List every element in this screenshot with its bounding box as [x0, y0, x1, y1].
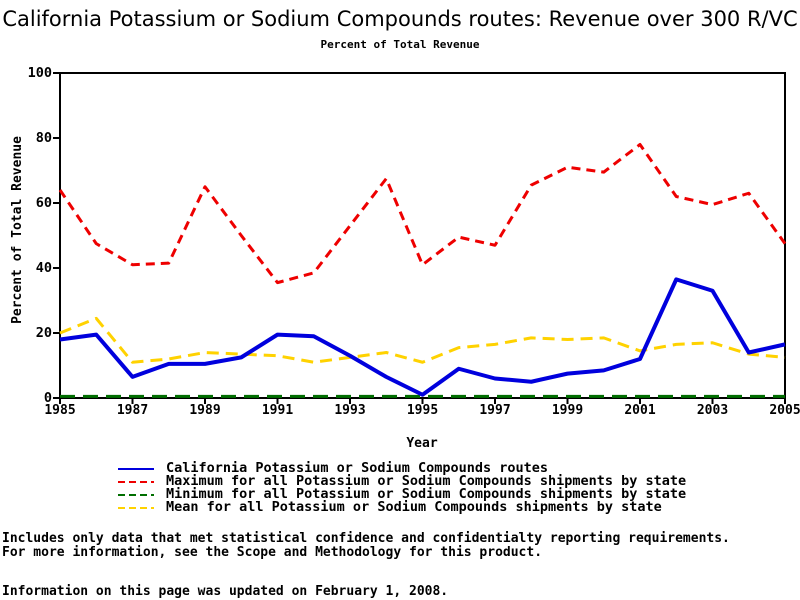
- footnote-line: Information on this page was updated on …: [2, 584, 449, 599]
- footnote-line: Includes only data that met statistical …: [2, 531, 730, 546]
- legend-label: Mean for all Potassium or Sodium Compoun…: [166, 499, 662, 515]
- y-axis-title: Percent of Total Revenue: [10, 136, 25, 324]
- y-tick-label: 0: [43, 390, 52, 406]
- plot-frame: [59, 72, 786, 399]
- legend-swatch-line: [118, 506, 154, 509]
- y-tick-label: 20: [35, 325, 52, 341]
- x-tick-label: 1995: [406, 403, 439, 418]
- x-tick-label: 1999: [551, 403, 584, 418]
- x-axis-title: Year: [406, 436, 438, 451]
- x-tick-label: 2001: [624, 403, 656, 418]
- legend-row: California Potassium or Sodium Compounds…: [118, 460, 686, 476]
- chart-subtitle: Percent of Total Revenue: [320, 38, 480, 51]
- series-line-0: [59, 277, 786, 397]
- y-tick-label: 100: [27, 65, 52, 81]
- series-line-3: [59, 316, 786, 364]
- footnote-line: For more information, see the Scope and …: [2, 545, 543, 560]
- legend-row: Mean for all Potassium or Sodium Compoun…: [118, 499, 686, 515]
- page-title: California Potassium or Sodium Compounds…: [2, 7, 798, 31]
- legend-swatch-line: [118, 493, 154, 496]
- legend-label: California Potassium or Sodium Compounds…: [166, 460, 549, 476]
- x-tick-label: 1985: [44, 403, 76, 418]
- x-tick-label: 2005: [769, 403, 800, 418]
- legend-swatch-line: [118, 480, 154, 483]
- legend-label: Minimum for all Potassium or Sodium Comp…: [166, 486, 687, 502]
- legend-swatch-line: [118, 467, 154, 470]
- legend-row: Minimum for all Potassium or Sodium Comp…: [118, 486, 687, 502]
- x-tick-label: 1997: [479, 403, 511, 418]
- plot-area: [53, 72, 787, 404]
- legend: California Potassium or Sodium Compounds…: [118, 460, 687, 515]
- x-tick-label: 1991: [261, 403, 294, 418]
- legend-row: Maximum for all Potassium or Sodium Comp…: [118, 473, 687, 489]
- y-tick-label: 60: [35, 195, 52, 211]
- y-tick-label: 80: [35, 130, 52, 146]
- y-tick-label: 40: [35, 260, 52, 276]
- x-tick-label: 1987: [116, 403, 149, 418]
- series-line-1: [58, 143, 787, 285]
- x-tick-label: 1989: [189, 403, 221, 418]
- legend-label: Maximum for all Potassium or Sodium Comp…: [166, 473, 687, 489]
- x-tick-label: 2003: [696, 403, 729, 418]
- x-tick-label: 1993: [334, 403, 366, 418]
